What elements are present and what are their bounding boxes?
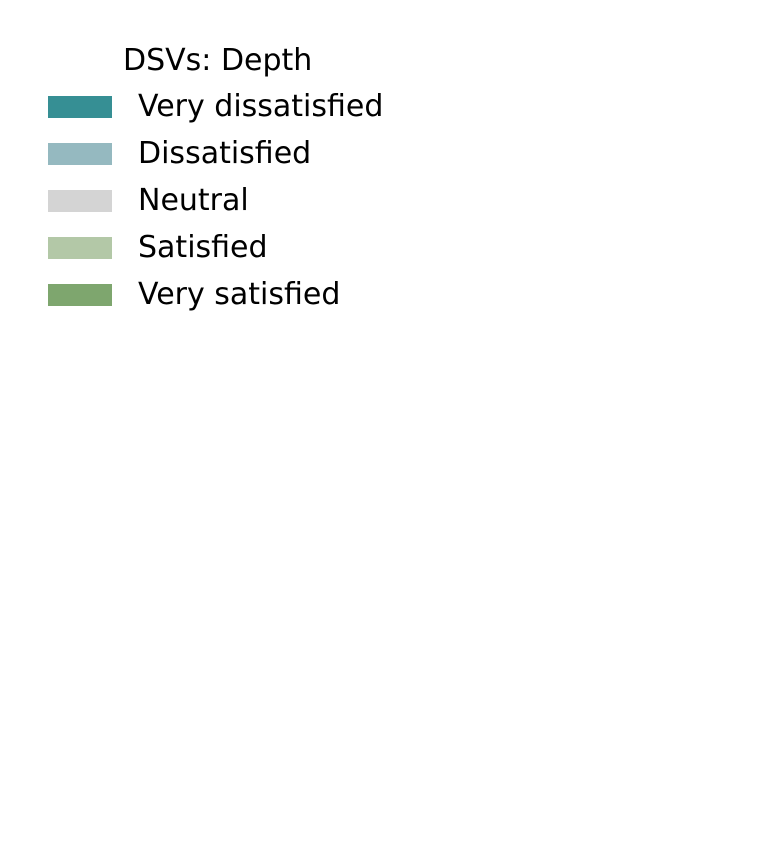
legend-swatch-dissatisfied	[48, 143, 112, 165]
legend-title: DSVs: Depth	[123, 43, 313, 78]
legend-entry-dissatisfied: Dissatisfied	[48, 136, 468, 172]
legend-swatch-neutral	[48, 190, 112, 212]
legend-label-neutral: Neutral	[138, 183, 249, 218]
legend-label-very-dissatisfied: Very dissatisfied	[138, 89, 384, 124]
legend-swatch-very-dissatisfied	[48, 96, 112, 118]
legend-label-satisfied: Satisfied	[138, 230, 268, 265]
legend-entry-neutral: Neutral	[48, 183, 468, 219]
legend-swatch-very-satisfied	[48, 284, 112, 306]
legend-entry-very-satisfied: Very satisfied	[48, 277, 468, 313]
legend-swatch-satisfied	[48, 237, 112, 259]
legend-entry-very-dissatisfied: Very dissatisfied	[48, 89, 468, 125]
legend-label-very-satisfied: Very satisfied	[138, 277, 341, 312]
legend-label-dissatisfied: Dissatisfied	[138, 136, 312, 171]
legend-entry-satisfied: Satisfied	[48, 230, 468, 266]
